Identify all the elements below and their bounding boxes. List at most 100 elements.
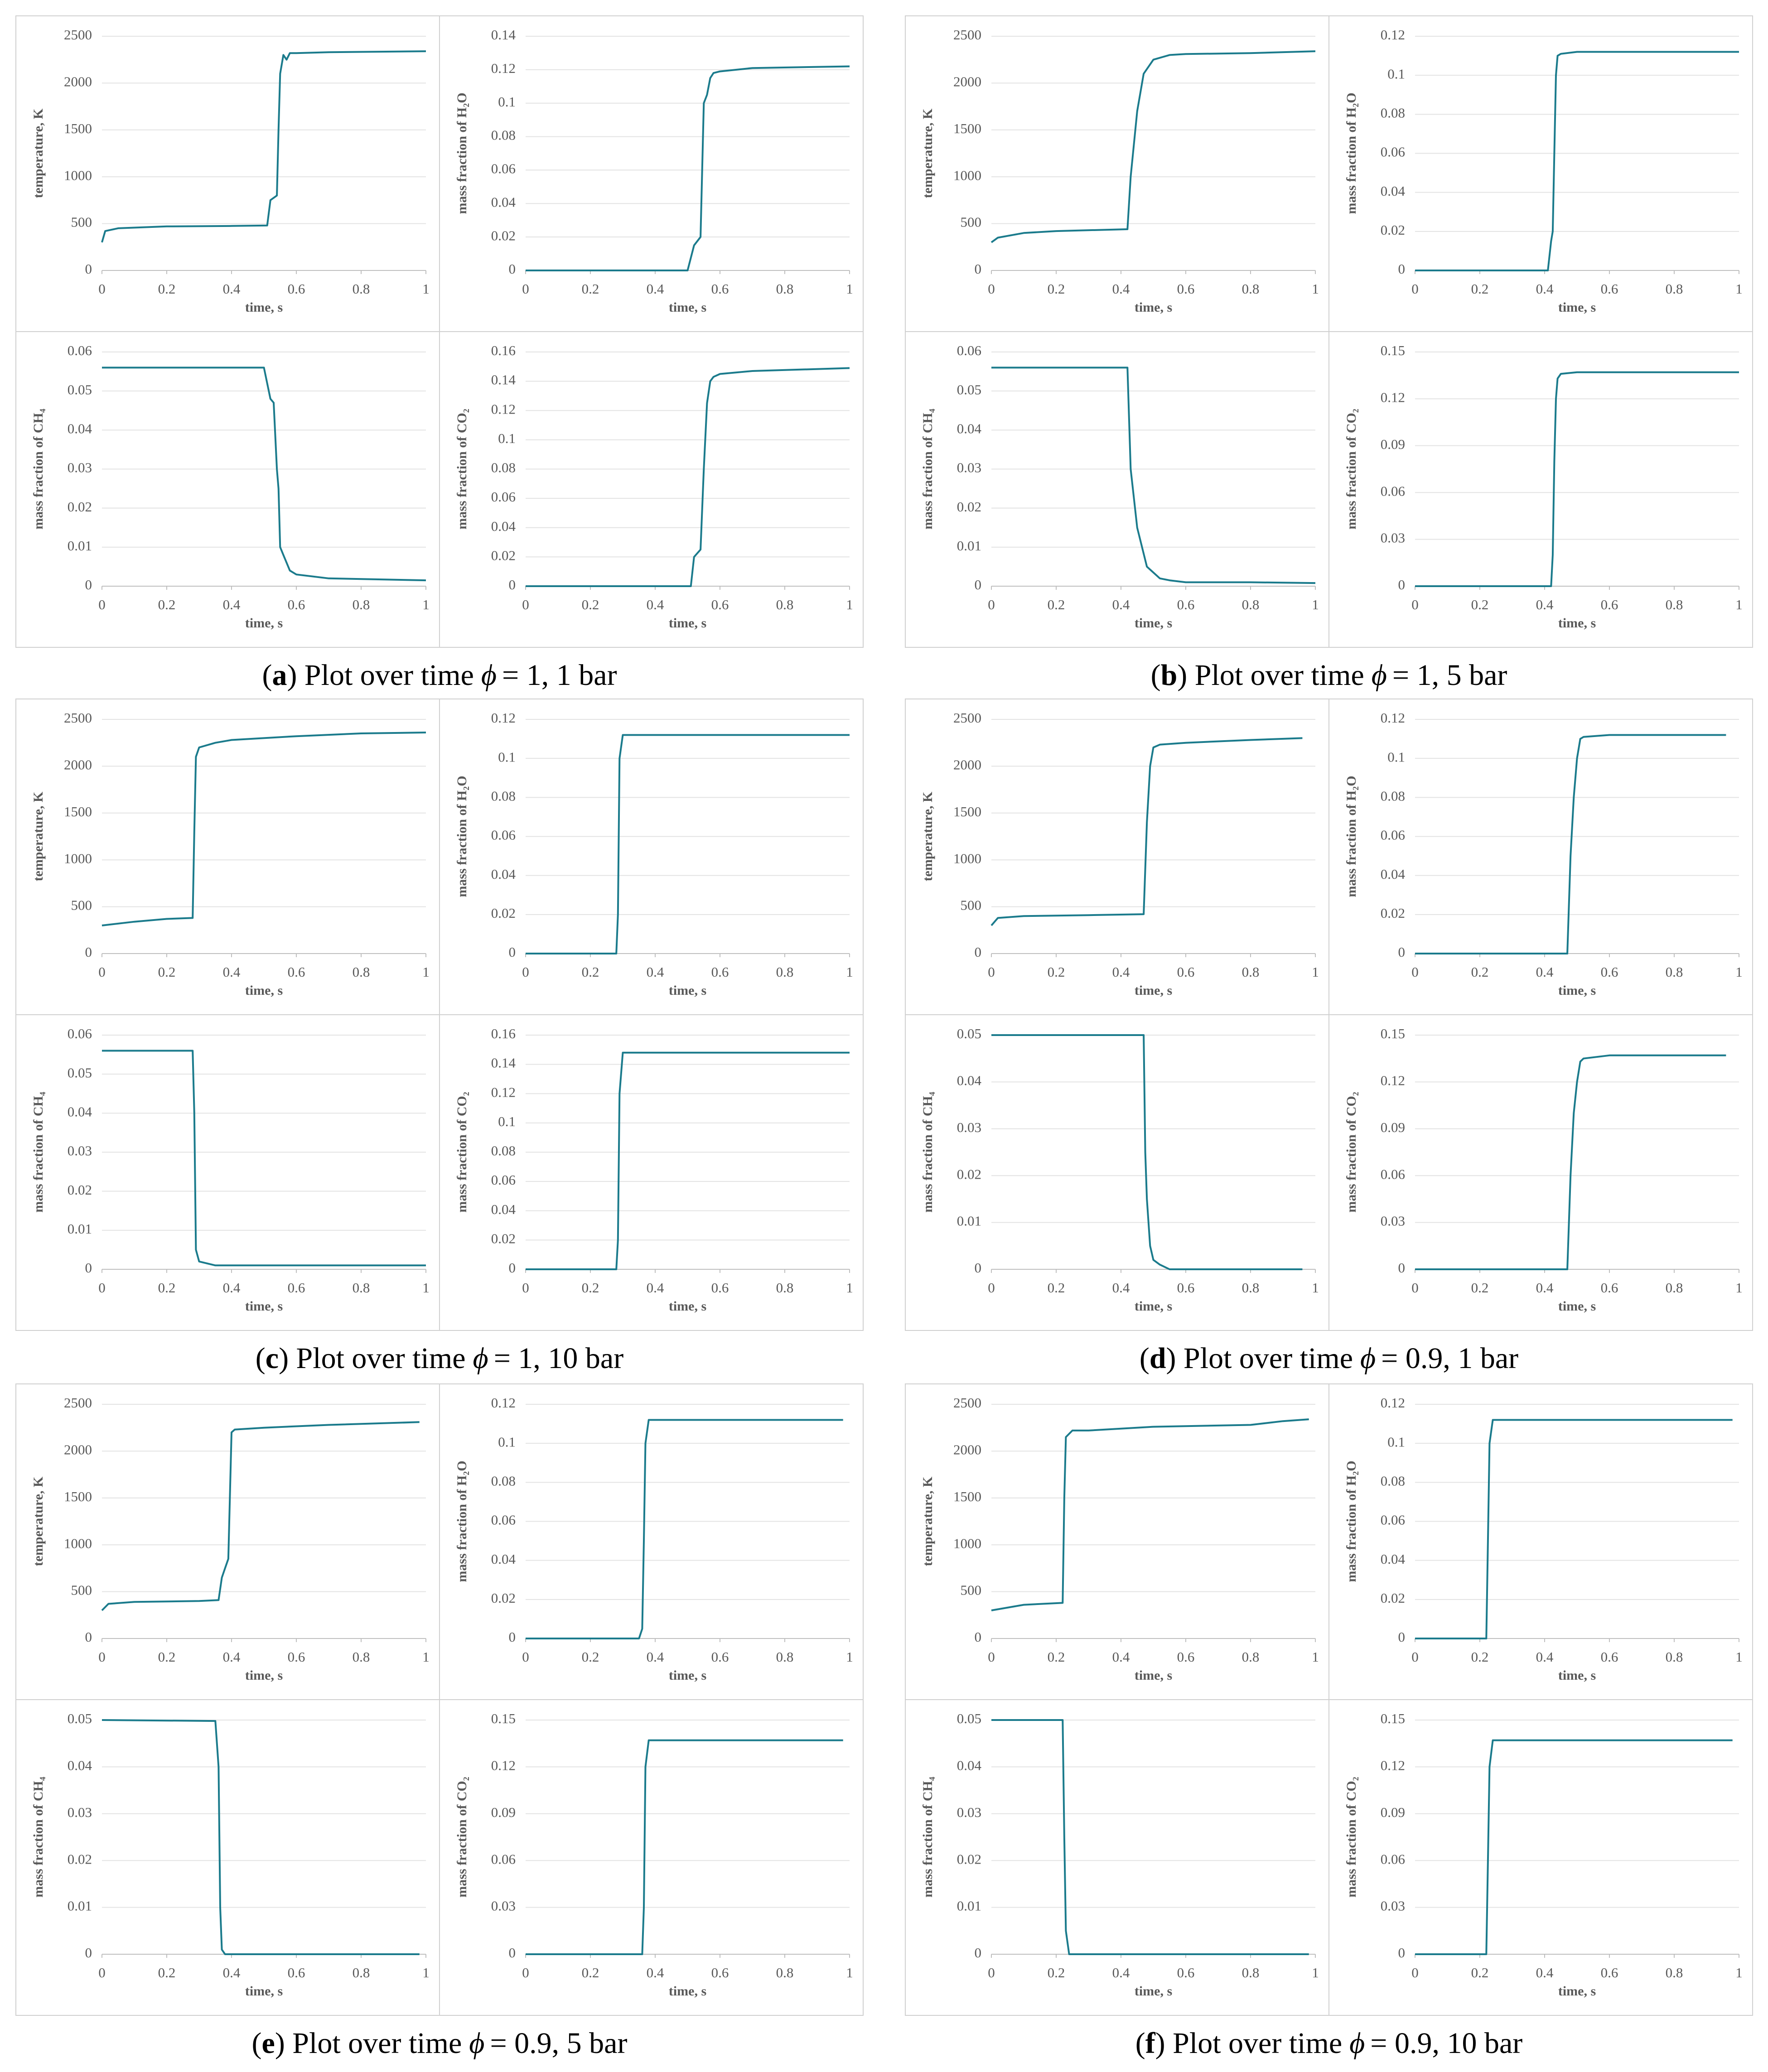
y-tick-label: 0 [975,1945,982,1961]
x-tick-label: 0.2 [1471,964,1489,980]
x-tick-label: 1 [1312,1280,1319,1296]
y-tick-label: 0.06 [68,1026,92,1041]
x-tick-label: 0.8 [1242,1965,1260,1980]
x-tick-label: 0.2 [582,1649,599,1665]
y-axis-label: mass fraction of H₂O [1344,92,1359,214]
y-tick-label: 0.03 [957,1119,981,1135]
y-tick-label: 0.04 [491,866,516,882]
caption-open: ( [1151,659,1161,692]
y-tick-label: 0 [975,261,982,277]
x-tick-label: 0.8 [1242,1280,1260,1296]
x-tick-label: 0.2 [158,1965,176,1980]
caption-symbol: ϕ [469,2027,484,2060]
x-axis-label: time, s [669,983,706,998]
x-tick-label: 0.4 [223,964,241,980]
x-tick-label: 0.8 [353,1280,370,1296]
x-tick-label: 1 [846,281,853,297]
y-tick-label: 0.04 [491,518,516,534]
x-tick-label: 0 [98,1649,106,1665]
x-axis-label: time, s [1558,1984,1596,1999]
y-tick-label: 2000 [953,1442,981,1458]
y-tick-label: 1500 [64,120,92,136]
x-tick-label: 0.8 [776,597,794,612]
y-tick-label: 0.09 [1381,1119,1405,1135]
x-tick-label: 0.6 [1177,1965,1195,1980]
x-tick-label: 1 [422,1280,430,1296]
x-tick-label: 0.6 [1601,964,1618,980]
caption-text: ) Plot over time [275,2027,462,2060]
x-tick-label: 0 [1411,1280,1419,1296]
data-line [101,50,426,243]
y-tick-label: 0.1 [1387,66,1405,82]
x-tick-label: 1 [422,281,430,297]
y-tick-label: 0.14 [491,27,516,43]
y-tick-label: 0.12 [491,401,516,417]
data-line [1415,51,1739,271]
x-tick-label: 0.4 [223,597,241,612]
x-tick-label: 0.8 [1666,281,1683,297]
x-tick-label: 0.6 [711,1649,729,1665]
y-tick-label: 0.04 [957,1758,982,1773]
y-tick-label: 0.08 [1381,1473,1405,1489]
y-tick-label: 0.03 [68,1143,92,1159]
x-tick-label: 1 [846,964,853,980]
x-tick-label: 1 [1735,1965,1743,1980]
x-tick-label: 0.2 [582,1965,599,1980]
y-tick-label: 0.04 [957,1073,982,1089]
caption-letter: e [262,2027,275,2060]
y-tick-label: 0.02 [491,547,516,563]
data-line [526,65,850,271]
y-tick-label: 0.03 [68,460,92,476]
y-tick-label: 0.02 [68,1851,92,1867]
y-tick-label: 0 [85,1945,92,1961]
y-tick-label: 2500 [953,710,981,726]
x-tick-label: 0 [98,597,106,612]
x-tick-label: 0.2 [158,964,176,980]
caption-symbol: ϕ [1360,1342,1376,1375]
caption: (d) Plot over time ϕ = 0.9, 1 bar [1140,1342,1518,1375]
chart: 0 0.02 0.04 0.06 0.08 0.1 0.12 0 0.2 0.4 0.6 0.8 1 ti… [439,1383,864,1700]
x-tick-label: 0 [988,1649,995,1665]
chart: 0 0.01 0.02 0.03 0.04 0.05 0.06 0 0.2 0.4 0.6 0.8 1 t… [905,331,1329,648]
x-tick-label: 0 [1411,597,1419,612]
y-axis-label: mass fraction of CH₄ [31,1092,46,1212]
y-tick-label: 1000 [64,1535,92,1551]
chart: 0 0.03 0.06 0.09 0.12 0.15 0 0.2 0.4 0.6 0.8 1 time,… [1328,1014,1753,1331]
y-tick-label: 0 [1398,1945,1406,1961]
x-tick-label: 0.8 [776,1649,794,1665]
x-axis-label: time, s [1558,1299,1596,1314]
x-tick-label: 0.8 [1242,281,1260,297]
x-tick-label: 0.6 [711,1965,729,1980]
x-tick-label: 0.6 [711,1280,729,1296]
x-tick-label: 0.4 [223,1280,241,1296]
chart: 0 500 1000 1500 2000 2500 0 0.2 0.4 0.6 0.8 1 time, … [905,699,1329,1015]
x-tick-label: 0.4 [1536,1280,1554,1296]
y-tick-label: 0.12 [1381,27,1405,43]
caption-letter: b [1161,659,1178,692]
x-tick-label: 0.4 [1112,1965,1130,1980]
chart: 0 0.02 0.04 0.06 0.08 0.1 0.12 0.14 0.16 0 0.2 0.4 0… [439,331,864,648]
y-tick-label: 0.01 [957,1213,981,1229]
chart: 0 0.02 0.04 0.06 0.08 0.1 0.12 0.14 0 0.2 0.4 0.6 0.… [439,15,864,332]
data-line [990,50,1316,243]
x-tick-label: 1 [422,597,430,612]
y-tick-label: 0 [85,1629,92,1645]
x-tick-label: 1 [846,1965,853,1980]
caption-condition: = 1, 10 bar [494,1342,624,1375]
x-tick-label: 1 [1735,281,1743,297]
y-tick-label: 0.06 [491,161,516,177]
x-tick-label: 0.6 [711,281,729,297]
data-line [101,1719,420,1955]
y-axis-label: mass fraction of H₂O [454,92,469,214]
y-tick-label: 0.12 [491,60,516,76]
x-tick-label: 0.4 [1112,1649,1130,1665]
x-tick-label: 0.2 [582,597,599,612]
x-tick-label: 0.6 [1601,1649,1618,1665]
x-axis-label: time, s [1135,300,1172,315]
x-tick-label: 0.8 [353,597,370,612]
data-line [102,1050,426,1267]
x-tick-label: 1 [1735,597,1743,612]
chart: 0 0.01 0.02 0.03 0.04 0.05 0 0.2 0.4 0.6 0.8 1 time,… [905,1014,1329,1331]
caption-open: ( [256,1342,266,1375]
